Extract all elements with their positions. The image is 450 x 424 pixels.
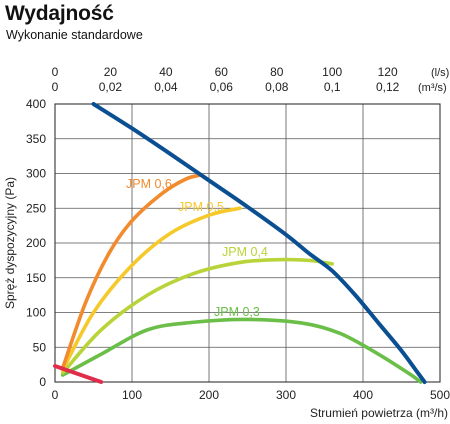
x-tick-label: 100 xyxy=(122,388,142,402)
left-axis-ticks: 0 50 100 150 200 250 300 350 400 xyxy=(26,97,46,389)
top-tick-label-ls: 120 xyxy=(378,65,398,79)
series-line-jpm04 xyxy=(60,257,334,375)
page-title: Wydajność xyxy=(5,2,114,25)
top-tick-label-ls: 100 xyxy=(322,65,342,79)
series-line-limit xyxy=(53,364,104,384)
y-tick-label: 400 xyxy=(26,97,46,111)
top-tick-label-m3s: 0,04 xyxy=(154,80,178,94)
y-axis-label: Spręż dyspozycyjny (Pa) xyxy=(3,177,17,309)
top-tick-label-ls: 60 xyxy=(215,65,229,79)
x-tick-label: 200 xyxy=(199,388,219,402)
series-label-jpm03: JPM 0,3 xyxy=(214,305,260,319)
series-line-jpm05 xyxy=(60,206,242,372)
y-tick-label: 100 xyxy=(26,306,46,320)
series-label-jpm06: JPM 0,6 xyxy=(126,177,172,191)
x-tick-label: 300 xyxy=(276,388,296,402)
top-tick-label-ls: 40 xyxy=(159,65,173,79)
chart-curves xyxy=(53,102,427,384)
y-tick-label: 250 xyxy=(26,201,46,215)
chart-grid xyxy=(54,103,441,383)
top-tick-label-m3s: 0,08 xyxy=(265,80,289,94)
top-axis-unit-m3s: (m³/s) xyxy=(418,82,447,94)
x-tick-label: 0 xyxy=(52,388,59,402)
x-axis-label: Strumień powietrza (m³/h) xyxy=(310,406,448,420)
x-tick-label: 400 xyxy=(353,388,373,402)
y-tick-label: 150 xyxy=(26,271,46,285)
top-tick-label-ls: 80 xyxy=(270,65,284,79)
y-tick-label: 0 xyxy=(39,375,46,389)
top-axis-unit-ls: (l/s) xyxy=(431,67,449,79)
y-tick-label: 50 xyxy=(33,340,47,354)
top-tick-label-m3s: 0,1 xyxy=(324,80,341,94)
plot-frame xyxy=(54,103,441,383)
series-line-jpm06 xyxy=(60,173,204,370)
y-tick-label: 200 xyxy=(26,236,46,250)
y-tick-label: 350 xyxy=(26,132,46,146)
series-label-jpm04: JPM 0,4 xyxy=(222,245,268,259)
top-axis-ticks: 0 20 40 60 80 100 120 0 0,02 0,04 0,06 0,08 0,1 0,12 xyxy=(52,65,400,94)
series-line-jpm03 xyxy=(60,317,423,384)
x-tick-label: 500 xyxy=(430,388,450,402)
series-line-system xyxy=(91,102,427,384)
top-tick-label-m3s: 0,06 xyxy=(210,80,234,94)
bottom-axis-ticks: 0 100 200 300 400 500 xyxy=(52,388,450,402)
top-tick-label-ls: 20 xyxy=(104,65,118,79)
page-subtitle: Wykonanie standardowe xyxy=(6,28,143,42)
y-tick-label: 300 xyxy=(26,167,46,181)
series-label-jpm05: JPM 0,5 xyxy=(178,200,224,214)
top-tick-label-m3s: 0,12 xyxy=(376,80,400,94)
top-tick-label-ls: 0 xyxy=(52,65,59,79)
top-tick-label-m3s: 0 xyxy=(52,80,59,94)
top-tick-label-m3s: 0,02 xyxy=(99,80,123,94)
